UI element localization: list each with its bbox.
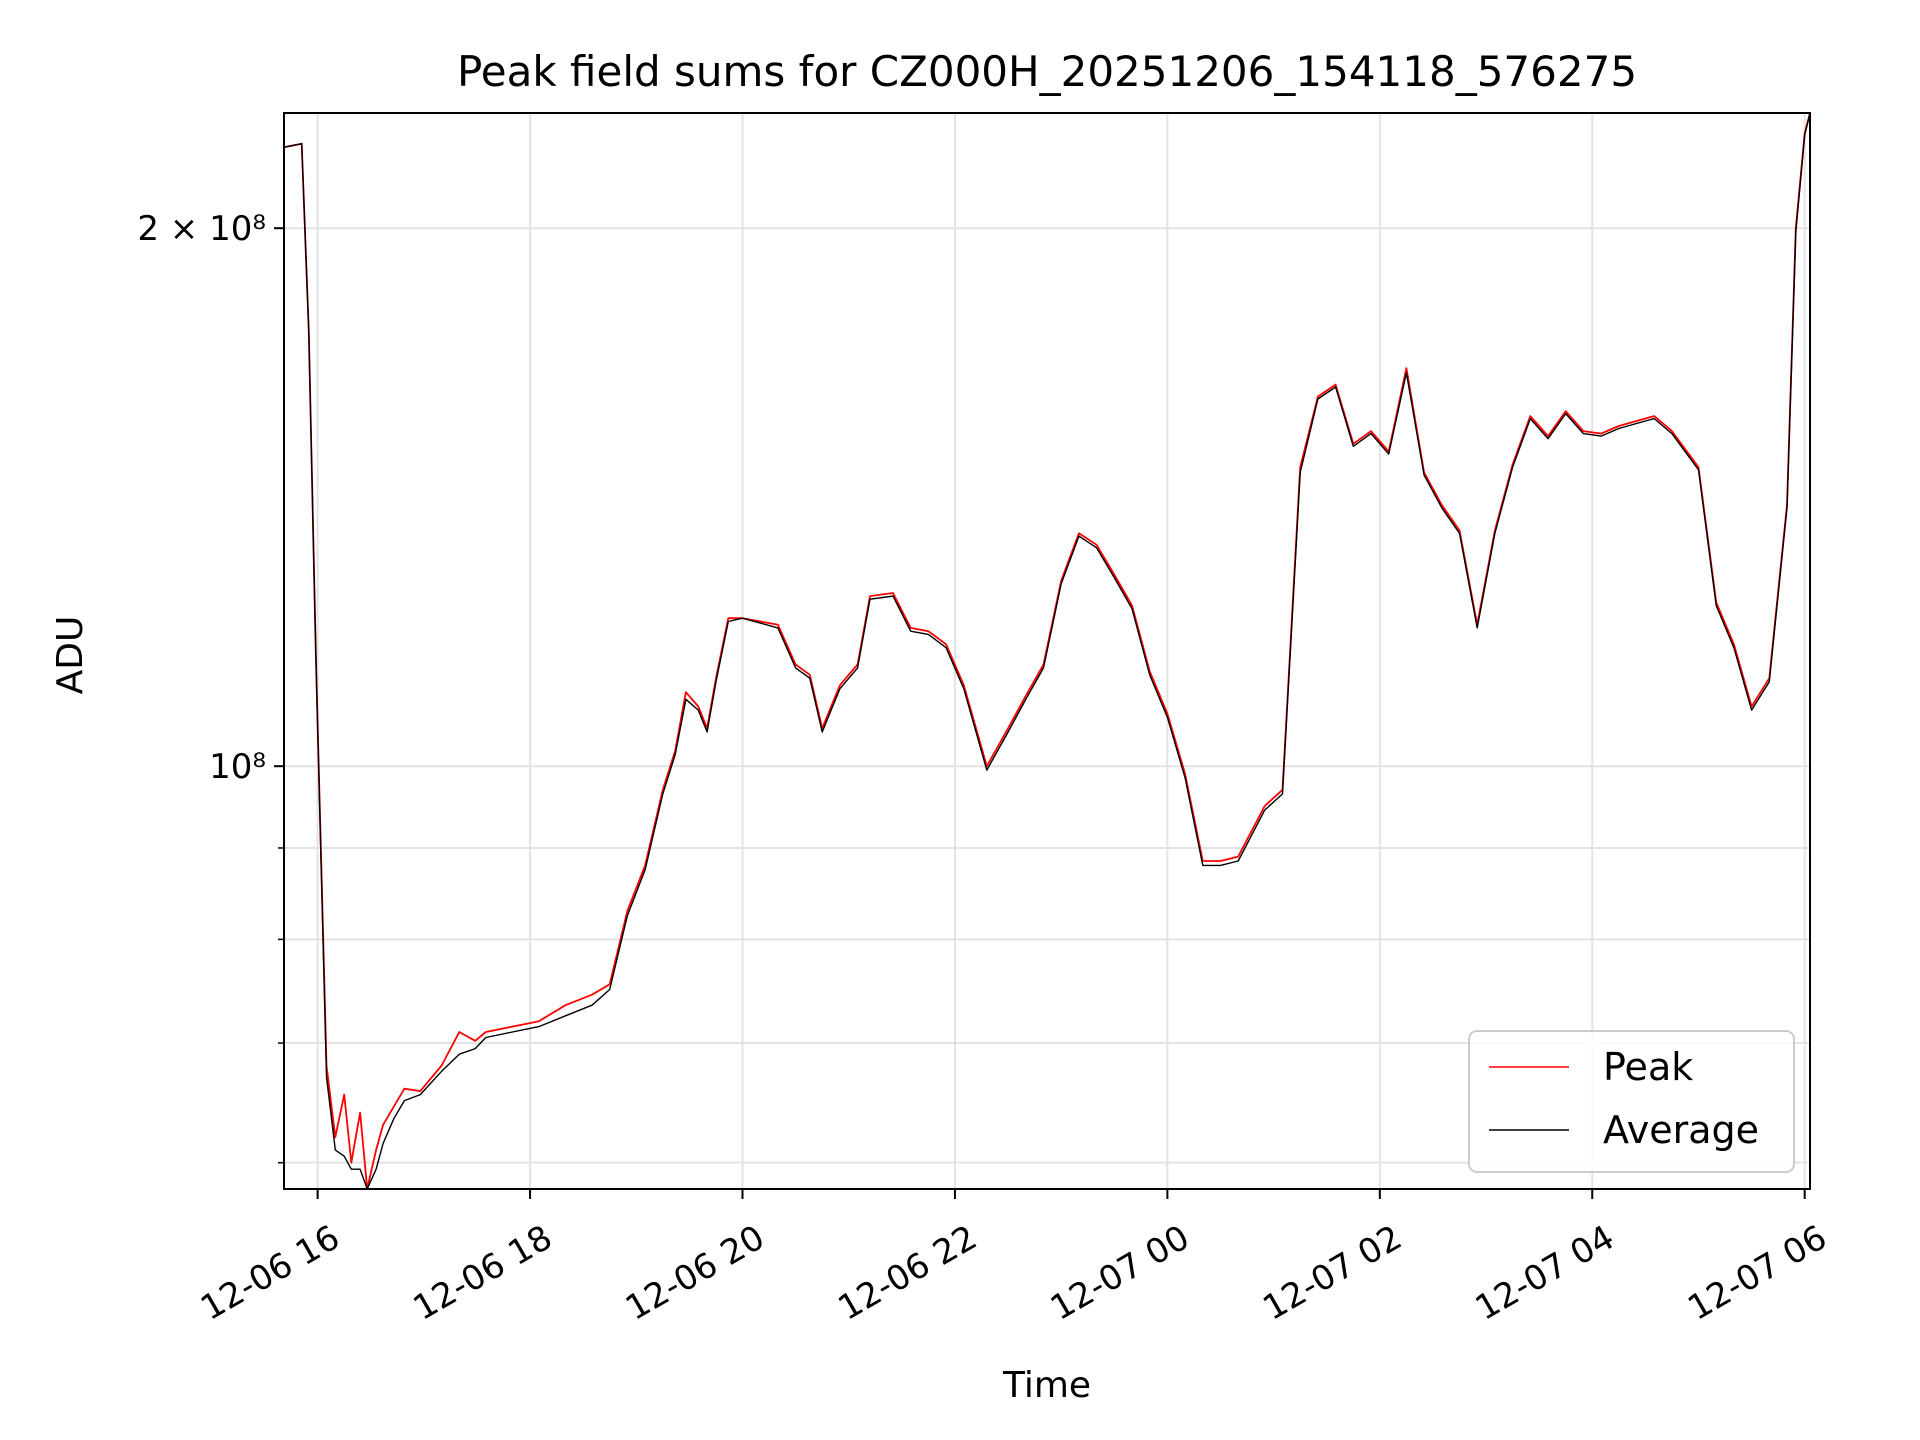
x-axis-title: Time [1002,1365,1091,1406]
series-line-average [283,112,1811,1190]
series-layer [283,112,1811,1190]
plot-frame [283,112,1811,1190]
chart-title: Peak field sums for CZ000H_20251206_1541… [457,47,1637,96]
legend-label-peak: Peak [1603,1045,1693,1089]
legend-label-average: Average [1603,1108,1759,1152]
legend: Peak Average [1468,1030,1795,1173]
series-line-peak [283,112,1811,1190]
y-tick-label: 10⁸ [209,747,266,787]
y-tick-label: 2 × 10⁸ [137,209,266,249]
y-axis-title: ADU [50,616,91,695]
